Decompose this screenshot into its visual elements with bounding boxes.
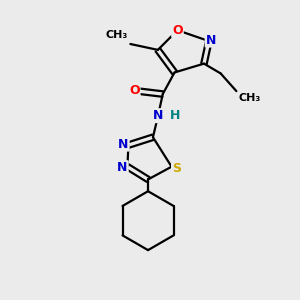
- Text: N: N: [117, 161, 128, 174]
- Text: H: H: [169, 109, 180, 122]
- Text: N: N: [206, 34, 216, 46]
- Text: O: O: [129, 84, 140, 97]
- Text: CH₃: CH₃: [238, 93, 261, 103]
- Text: N: N: [153, 109, 163, 122]
- Text: S: S: [172, 162, 181, 175]
- Text: O: O: [172, 24, 183, 37]
- Text: CH₃: CH₃: [105, 30, 128, 40]
- Text: N: N: [118, 138, 129, 151]
